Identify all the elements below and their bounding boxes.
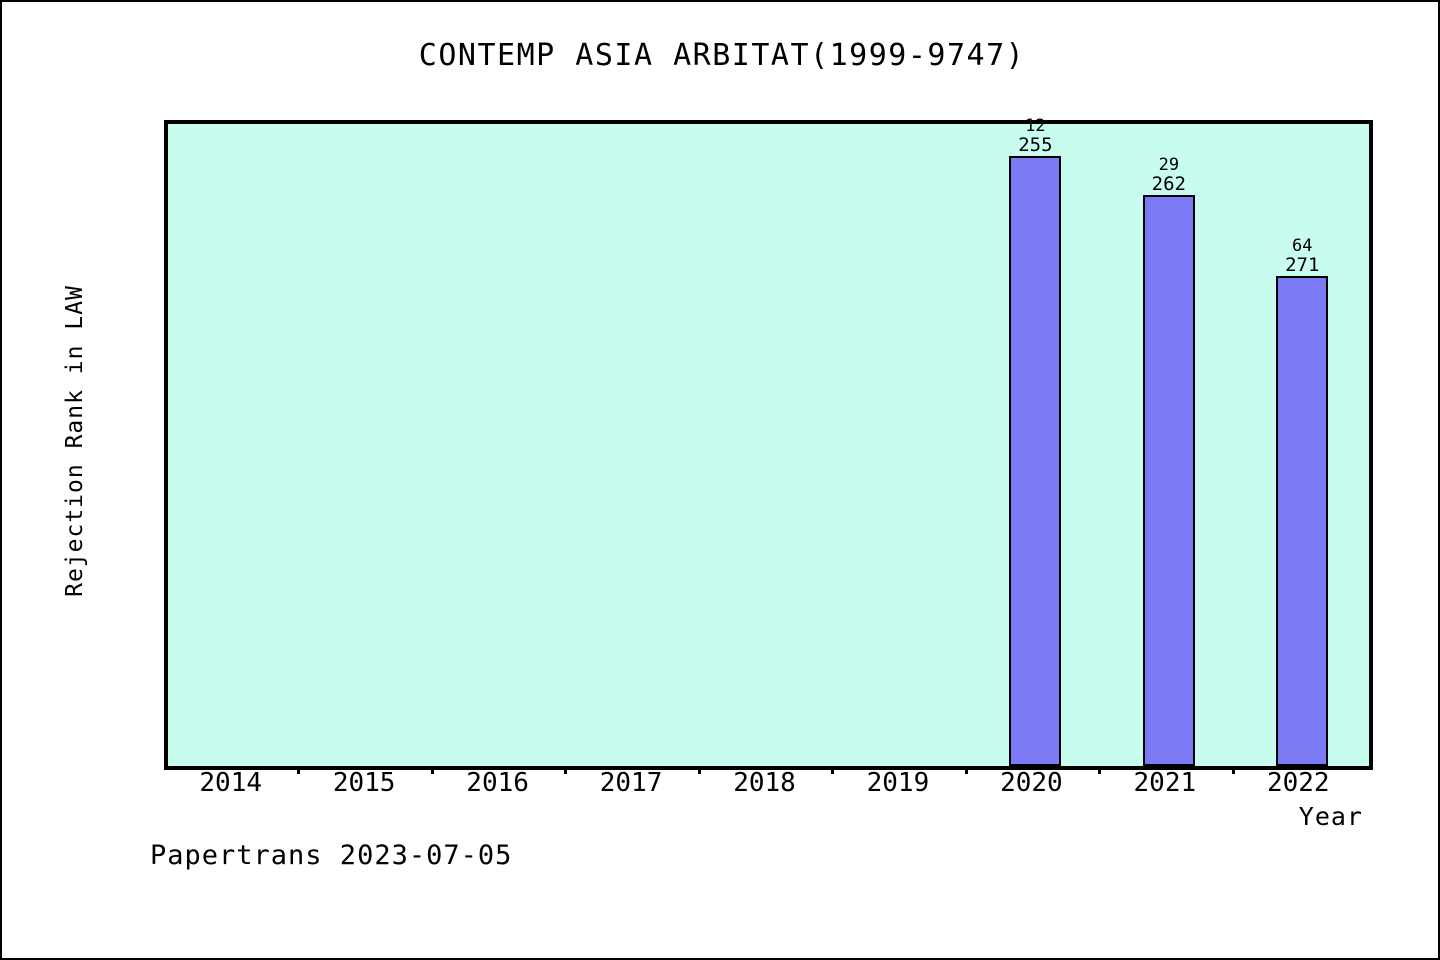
x-tick-label: 2021	[1133, 768, 1197, 798]
bar-2021[interactable]	[1142, 195, 1195, 766]
bar-label-line-1: 64	[1292, 236, 1313, 257]
plot-area: 12 255 29 262 64 271	[164, 118, 1373, 770]
x-axis-title: Year	[1298, 802, 1363, 831]
bar-label-line-1: 12	[1025, 116, 1046, 137]
x-tick-label: 2015	[332, 768, 396, 798]
x-tick-label: 2014	[199, 768, 263, 798]
bar-value-label-2021: 29 262	[1109, 155, 1229, 196]
x-tick-label: 2019	[866, 768, 930, 798]
page-title: CONTEMP ASIA ARBITAT(1999-9747)	[418, 38, 1026, 73]
bar-2020[interactable]	[1009, 156, 1062, 766]
bar-label-line-2: 255	[1018, 134, 1053, 157]
bar-2022[interactable]	[1276, 276, 1329, 766]
bar-label-line-2: 262	[1151, 173, 1186, 196]
y-axis-title: Rejection Rank in LAW	[62, 285, 88, 597]
y-axis-title-wrapper: Rejection Rank in LAW	[62, 120, 92, 762]
plot-clip: 12 255 29 262 64 271	[168, 118, 1369, 766]
footer-note: Papertrans 2023-07-05	[150, 840, 513, 871]
x-tick-label: 2016	[466, 768, 529, 798]
x-tick-label: 2017	[599, 768, 663, 798]
bar-label-line-2: 271	[1285, 254, 1320, 277]
bar-label-line-1: 29	[1158, 155, 1180, 176]
bar-value-label-2022: 64 271	[1242, 236, 1362, 277]
x-tick-label: 2020	[1000, 768, 1063, 798]
x-tick-label: 2018	[733, 768, 796, 798]
bar-value-label-2020: 12 255	[975, 116, 1095, 157]
x-tick-label: 2022	[1266, 768, 1330, 798]
